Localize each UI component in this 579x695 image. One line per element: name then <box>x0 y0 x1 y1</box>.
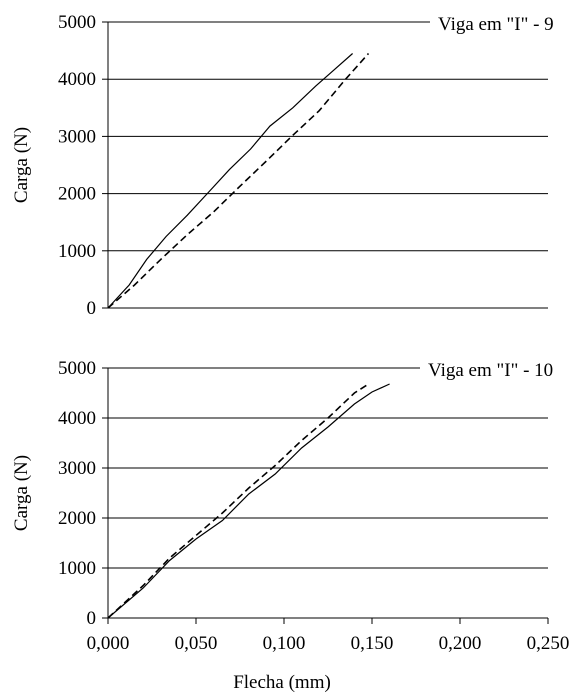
x-tick-label: 0,100 <box>263 633 306 654</box>
y-tick-label: 1000 <box>58 241 96 262</box>
series-solid-line <box>107 383 390 619</box>
y-tick-label: 0 <box>87 608 97 629</box>
y-axis-title: Carga (N) <box>11 455 32 531</box>
title-background <box>420 354 579 382</box>
grid-lines <box>108 21 548 309</box>
y-tick-label: 5000 <box>58 358 96 379</box>
axes <box>102 21 109 309</box>
data-series <box>107 383 390 619</box>
y-tick-label: 2000 <box>58 184 96 205</box>
x-tick-label: 0,150 <box>351 633 394 654</box>
y-tick-label: 4000 <box>58 69 96 90</box>
series-dashed-line <box>107 52 370 309</box>
x-tick-label: 0,000 <box>87 633 130 654</box>
chart-viga-9: 0 1000 2000 3000 4000 5000 Viga em "I" - 9 Ca… <box>11 8 579 319</box>
y-tick-label: 1000 <box>58 558 96 579</box>
axes <box>102 367 549 624</box>
chart-title: Viga em "I" - 9 <box>438 14 554 35</box>
y-tick-labels: 0 1000 2000 3000 4000 5000 <box>58 12 96 319</box>
y-tick-labels: 0 1000 2000 3000 4000 5000 <box>58 358 96 629</box>
series-solid-line <box>107 53 353 309</box>
chart-title: Viga em "I" - 10 <box>428 360 553 381</box>
title-background <box>430 8 579 36</box>
y-axis-title: Carga (N) <box>11 127 32 203</box>
x-axis-title: Flecha (mm) <box>233 672 331 693</box>
y-tick-label: 5000 <box>58 12 96 33</box>
series-dashed-line <box>107 383 369 619</box>
chart-viga-10: 0 1000 2000 3000 4000 5000 0,000 0,050 0,100 0,1… <box>11 354 579 693</box>
data-series <box>107 52 370 309</box>
y-tick-label: 3000 <box>58 458 96 479</box>
y-tick-label: 3000 <box>58 126 96 147</box>
x-tick-label: 0,250 <box>527 633 570 654</box>
x-tick-label: 0,200 <box>439 633 482 654</box>
x-tick-labels: 0,000 0,050 0,100 0,150 0,200 0,250 <box>87 633 570 654</box>
x-tick-label: 0,050 <box>175 633 218 654</box>
y-tick-label: 4000 <box>58 408 96 429</box>
y-tick-label: 0 <box>87 298 97 319</box>
grid-lines <box>108 367 548 619</box>
y-tick-label: 2000 <box>58 508 96 529</box>
